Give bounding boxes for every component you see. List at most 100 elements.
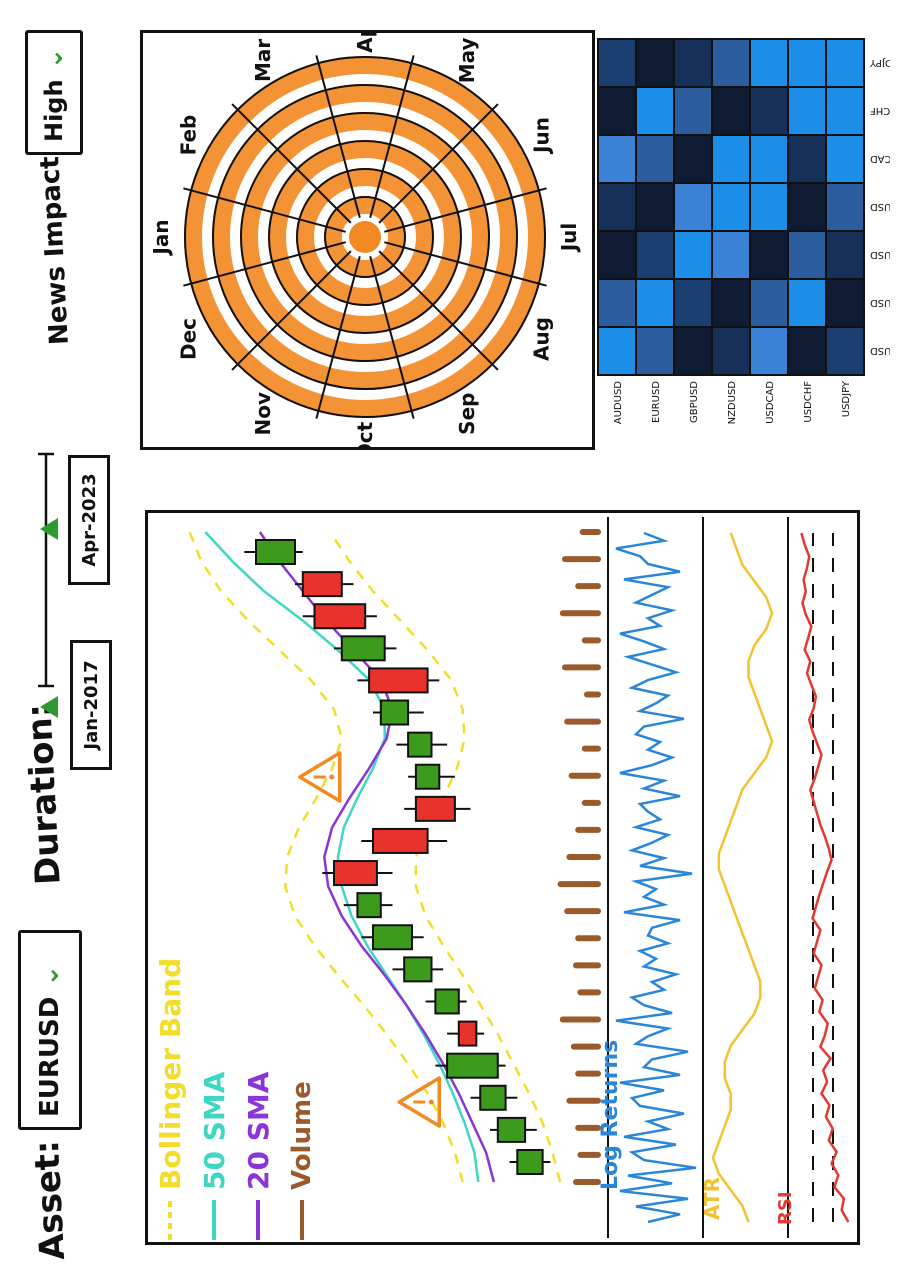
heatmap-cell [673,86,713,136]
ring-outline [296,168,434,306]
chevron-down-icon: ⌄ [39,47,69,70]
slider-handle-icon[interactable] [40,696,58,718]
heatmap-cell [825,182,865,232]
heatmap-cell [597,86,637,136]
duration-range-slider[interactable] [30,450,70,690]
month-spoke [369,256,415,419]
heatmap-cell [635,230,675,280]
heatmap-cell [673,38,713,88]
bearish-candle [414,795,456,822]
seasonality-radial-panel: Jan Feb Mar Apr May Jun Jul Aug Sep Oct Nov Dec [140,13,595,460]
heatmap-cell [635,182,675,232]
heatmap-cell [673,182,713,232]
heatmap-cell [673,230,713,280]
heatmap-cell [749,230,789,280]
month-spoke [231,250,352,371]
end-date-field[interactable]: Apr-2023 [68,455,110,585]
news-impact-value: High [40,79,68,142]
heatmap-cell [825,230,865,280]
slider-handle-icon[interactable] [40,518,58,540]
log-returns-label: Log Returns [598,1039,623,1190]
warning-triangle-icon [298,751,342,803]
heatmap-col-label: USDJPY [869,57,890,68]
warning-dot [428,1099,434,1105]
month-spoke [378,250,499,371]
warning-dot [329,774,335,780]
heatmap-cell [597,278,637,328]
heatmap-row-label: AUDUSD [613,381,624,425]
price-chart-panel [145,510,860,1245]
month-spoke [369,55,415,218]
legend-item-bollinger: Bollinger Band [150,958,190,1240]
legend-item-sma20: 20 SMA [238,1072,278,1240]
bearish-candle [313,603,367,630]
heatmap-cell [749,326,789,376]
seasonality-ring [296,168,434,306]
asset-select[interactable]: EURUSD ⌄ [18,930,82,1130]
month-label: Jul [557,223,581,254]
news-impact-label: News Impact [35,155,75,346]
month-spoke [384,241,547,287]
heatmap-cell [749,134,789,184]
heatmap-cell [787,326,827,376]
heatmap-cell [597,326,637,376]
heatmap-cell [673,278,713,328]
month-label: Aug [530,317,554,361]
ring-outline [240,112,490,362]
heatmap-cell [597,134,637,184]
heatmap-row-label: USDCHF [803,381,814,423]
correlation-heatmap: AUDUSD EURUSD GBPUSD NZDUSD USDCAD USDCHF USDJ… [590,30,905,450]
heatmap-row-label: GBPUSD [689,381,700,423]
bullish-candle [516,1149,544,1175]
bullish-candle [255,539,296,565]
heatmap-col-label: GBPUSD [870,249,890,260]
heatmap-cell [635,134,675,184]
heatmap-cell [825,134,865,184]
log-returns-line [615,531,697,1224]
bollinger-upper [188,531,464,1183]
ring-outline [184,56,546,418]
legend-label: Volume [287,1081,317,1190]
news-impact-select[interactable]: High ⌄ [25,30,83,155]
legend-swatch [168,1200,172,1240]
seasonality-ring [184,56,546,418]
heatmap-col-label: USDCAD [870,153,890,164]
bearish-candle [368,667,429,694]
ring-outline [324,196,406,278]
bullish-candle [414,763,441,790]
month-spoke [231,103,352,224]
heatmap-col-label: NZDUSD [870,201,890,212]
month-label: Dec [176,318,200,360]
heatmap-cell [597,230,637,280]
heatmap-cell [787,86,827,136]
duration-label: Duration: [19,702,69,886]
heatmap-cell [749,278,789,328]
month-label: Nov [251,392,275,436]
heatmap-cell [673,134,713,184]
heatmap-cell [787,134,827,184]
heatmap-cell [635,278,675,328]
month-spoke [384,187,547,233]
legend-swatch [212,1200,216,1240]
month-spoke [378,103,499,224]
month-spoke [315,256,361,419]
rsi-label: RSI [775,1191,796,1225]
heatmap-cell [711,134,751,184]
warning-triangle-outline [298,751,342,803]
bullish-candle [479,1084,507,1111]
price-chart [188,517,850,1238]
warning-triangle-outline [397,1076,441,1128]
heatmap-cell [825,278,865,328]
heatmap-cell [711,182,751,232]
heatmap-row-label: USDJPY [841,380,852,417]
heatmap-cell [597,182,637,232]
heatmap-cell [635,38,675,88]
legend-swatch [256,1200,260,1240]
seasonality-ring [240,112,490,362]
heatmap-col-label: USDCHF [870,105,890,116]
heatmap-cell [749,38,789,88]
legend-label: 50 SMA [197,1071,231,1190]
atr-label: ATR [700,1177,724,1220]
start-date-field[interactable]: Jan-2017 [70,640,112,770]
